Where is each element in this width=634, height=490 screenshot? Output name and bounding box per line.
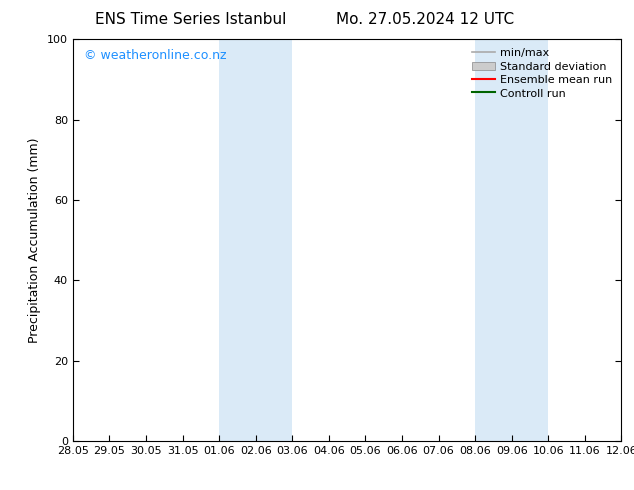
Legend: min/max, Standard deviation, Ensemble mean run, Controll run: min/max, Standard deviation, Ensemble me… bbox=[469, 45, 616, 102]
Text: Mo. 27.05.2024 12 UTC: Mo. 27.05.2024 12 UTC bbox=[336, 12, 514, 27]
Y-axis label: Precipitation Accumulation (mm): Precipitation Accumulation (mm) bbox=[29, 137, 41, 343]
Text: ENS Time Series Istanbul: ENS Time Series Istanbul bbox=[94, 12, 286, 27]
Bar bbox=[475, 39, 548, 441]
Text: © weatheronline.co.nz: © weatheronline.co.nz bbox=[84, 49, 226, 62]
Bar bbox=[219, 39, 292, 441]
